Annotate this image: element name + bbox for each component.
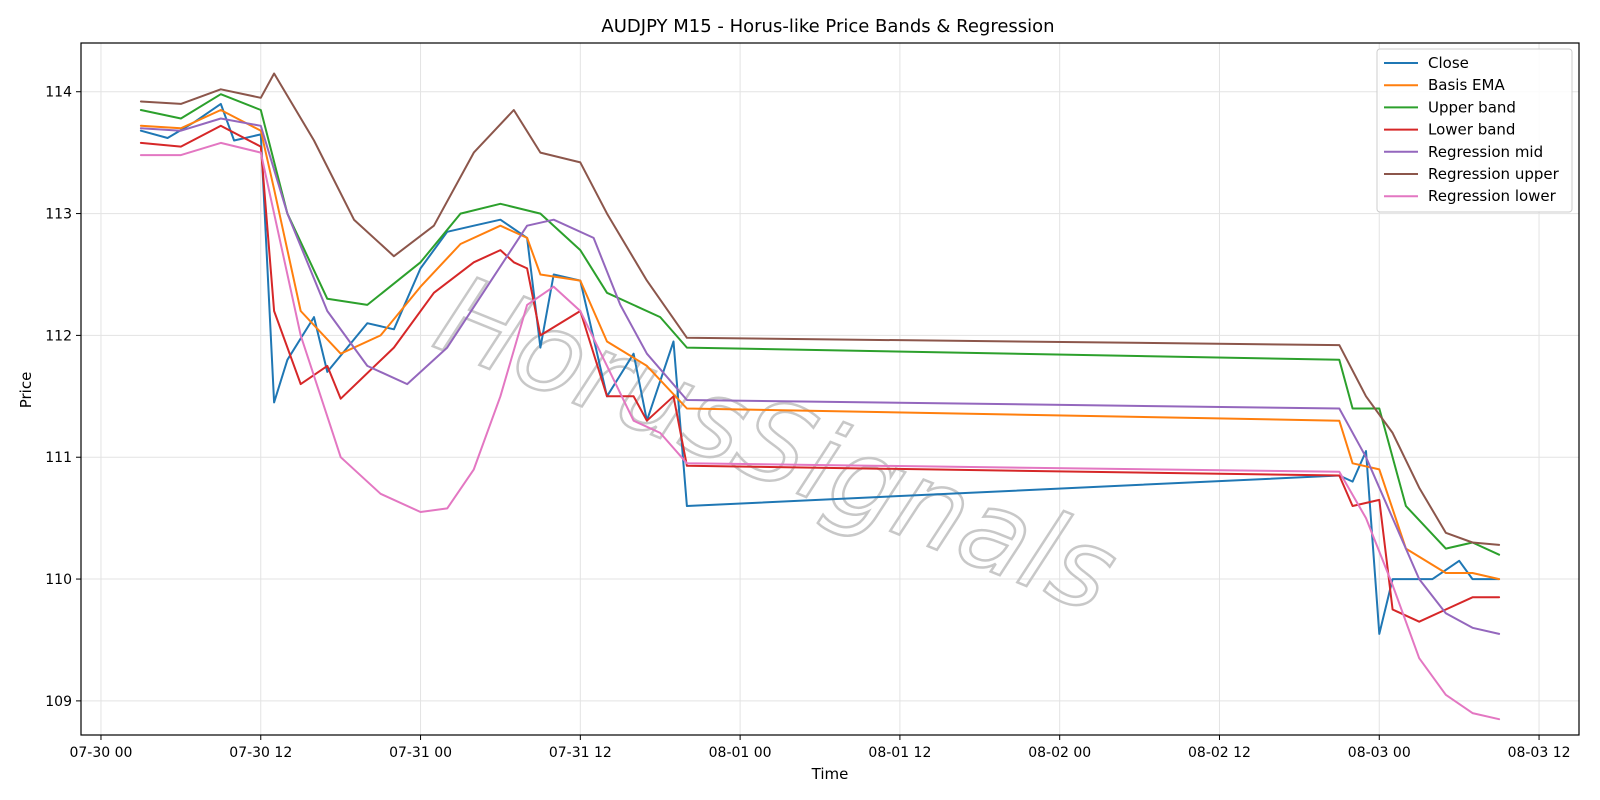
- series-line-upper-band: [139, 93, 1501, 556]
- series-line-regression-lower: [139, 141, 1501, 721]
- legend-label-regression-upper: Regression upper: [1428, 165, 1560, 183]
- legend-box: [1376, 48, 1573, 213]
- legend-label-basis-ema: Basis EMA: [1428, 76, 1505, 94]
- x-tick-label: 07-30 12: [229, 745, 292, 761]
- x-tick-label: 08-01 00: [709, 745, 772, 761]
- x-tick-label: 07-30 00: [69, 745, 132, 761]
- grid: [81, 43, 1579, 735]
- y-tick-label: 114: [45, 85, 72, 101]
- legend-label-close: Close: [1428, 54, 1469, 72]
- y-tick-label: 112: [45, 328, 72, 344]
- watermark: HorusSignals: [420, 250, 1133, 637]
- x-tick-label: 07-31 00: [389, 745, 452, 761]
- y-axis: 109 110 111 112 113 114: [45, 85, 81, 710]
- chart-title: AUDJPY M15 - Horus-like Price Bands & Re…: [601, 16, 1054, 37]
- x-tick-label: 08-02 12: [1188, 745, 1251, 761]
- series-line-regression-mid: [139, 117, 1501, 635]
- series-line-regression-upper: [139, 72, 1501, 546]
- legend-label-lower-band: Lower band: [1428, 121, 1515, 139]
- legend-label-regression-mid: Regression mid: [1428, 143, 1543, 161]
- y-tick-label: 109: [45, 694, 72, 710]
- x-tick-label: 08-03 00: [1348, 745, 1411, 761]
- x-axis: 07-30 00 07-30 12 07-31 00 07-31 12 08-01 00…: [69, 735, 1571, 761]
- series-line-close: [139, 102, 1501, 635]
- plot-frame: [80, 42, 1580, 736]
- series-lines: [139, 72, 1501, 721]
- y-tick-label: 110: [45, 572, 72, 588]
- legend: Close Basis EMA Upper band Lower band Regres…: [1376, 48, 1573, 213]
- x-tick-label: 08-03 12: [1508, 745, 1571, 761]
- y-axis-label: Price: [17, 372, 35, 409]
- series-line-basis-ema: [139, 109, 1501, 581]
- legend-label-upper-band: Upper band: [1428, 98, 1516, 116]
- x-tick-label: 08-01 12: [868, 745, 931, 761]
- x-axis-label: Time: [811, 765, 849, 783]
- series-line-lower-band: [139, 124, 1501, 623]
- y-tick-label: 111: [45, 450, 72, 466]
- x-tick-label: 07-31 12: [549, 745, 612, 761]
- x-tick-label: 08-02 00: [1028, 745, 1091, 761]
- y-tick-label: 113: [45, 207, 72, 223]
- legend-label-regression-lower: Regression lower: [1428, 187, 1557, 205]
